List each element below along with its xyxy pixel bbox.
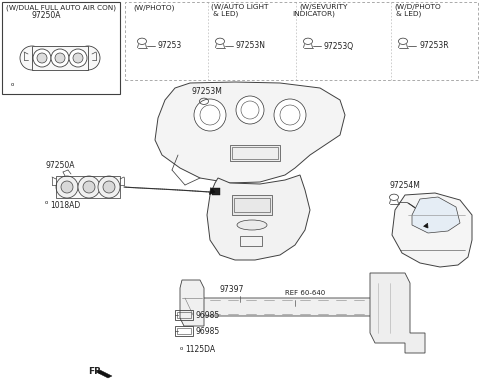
Circle shape — [33, 49, 51, 67]
Bar — [240, 236, 262, 246]
Text: 96985: 96985 — [195, 326, 219, 336]
Text: (W/SEVURITY: (W/SEVURITY — [299, 4, 348, 10]
Circle shape — [76, 46, 100, 70]
Polygon shape — [424, 223, 428, 228]
Circle shape — [83, 181, 95, 193]
Polygon shape — [155, 82, 345, 183]
Polygon shape — [370, 273, 425, 353]
Text: 97397: 97397 — [220, 286, 244, 294]
Circle shape — [78, 176, 100, 198]
Text: 1018AD: 1018AD — [50, 201, 80, 210]
Circle shape — [51, 49, 69, 67]
Polygon shape — [185, 298, 390, 316]
Text: 97253R: 97253R — [419, 42, 449, 50]
Text: & LED): & LED) — [396, 11, 422, 17]
Bar — [56, 176, 120, 198]
Circle shape — [236, 96, 264, 124]
Text: o: o — [45, 201, 48, 206]
Circle shape — [69, 49, 87, 67]
Text: & LED): & LED) — [213, 11, 239, 17]
Bar — [177, 312, 191, 318]
Text: (W/AUTO LIGHT: (W/AUTO LIGHT — [211, 4, 268, 10]
Text: 1125DA: 1125DA — [185, 345, 215, 355]
Polygon shape — [180, 280, 204, 326]
Circle shape — [194, 99, 226, 131]
Text: o: o — [180, 345, 183, 350]
Bar — [175, 310, 193, 320]
Circle shape — [37, 53, 47, 63]
Text: 97250A: 97250A — [32, 12, 61, 21]
Bar — [177, 328, 191, 334]
Text: INDICATOR): INDICATOR) — [292, 11, 336, 17]
Circle shape — [56, 176, 78, 198]
Bar — [32, 46, 88, 70]
Text: 97254M: 97254M — [390, 182, 421, 191]
Text: 97253M: 97253M — [192, 87, 223, 95]
Bar — [2, 2, 120, 94]
Text: 97253N: 97253N — [236, 42, 266, 50]
Text: FR.: FR. — [88, 367, 105, 376]
Polygon shape — [392, 193, 472, 267]
Ellipse shape — [237, 220, 267, 230]
Bar — [175, 326, 193, 336]
Circle shape — [61, 181, 73, 193]
Polygon shape — [412, 197, 460, 233]
Bar — [234, 198, 270, 212]
Polygon shape — [207, 175, 310, 260]
Circle shape — [98, 176, 120, 198]
Text: REF 60-640: REF 60-640 — [285, 290, 325, 296]
Bar — [232, 147, 278, 159]
Text: o: o — [10, 81, 14, 87]
Text: 97253Q: 97253Q — [324, 42, 354, 50]
Text: (W/PHOTO): (W/PHOTO) — [133, 5, 175, 11]
Polygon shape — [96, 370, 112, 378]
Bar — [56, 176, 120, 198]
Bar — [125, 2, 478, 80]
Circle shape — [55, 53, 65, 63]
Text: 97253: 97253 — [158, 42, 182, 50]
Text: 96985: 96985 — [195, 310, 219, 319]
Bar — [232, 195, 272, 215]
Text: (W/DUAL FULL AUTO AIR CON): (W/DUAL FULL AUTO AIR CON) — [6, 5, 116, 11]
Bar — [32, 46, 88, 70]
Circle shape — [274, 99, 306, 131]
Circle shape — [103, 181, 115, 193]
Circle shape — [20, 46, 44, 70]
Circle shape — [73, 53, 83, 63]
Text: (W/D/PHOTO: (W/D/PHOTO — [394, 4, 441, 10]
Text: 97250A: 97250A — [45, 161, 74, 170]
Bar — [230, 145, 280, 161]
Bar — [212, 188, 220, 195]
Polygon shape — [209, 187, 215, 194]
